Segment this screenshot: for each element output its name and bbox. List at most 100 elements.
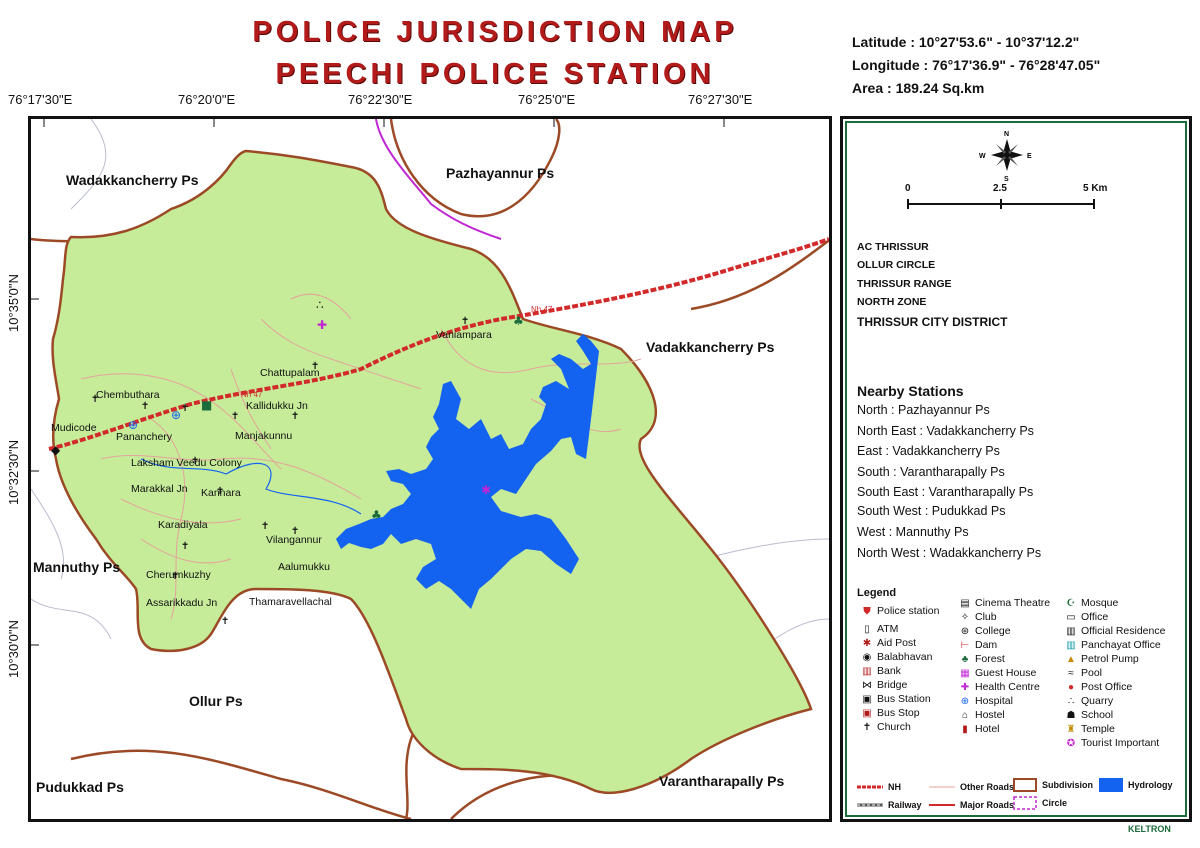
aid-post-icon: ✱: [862, 637, 872, 649]
other-roads: [80, 293, 642, 620]
legend-item: ♜ Temple: [1066, 723, 1115, 735]
nearby-item: South : Varantharapally Ps: [857, 465, 1005, 479]
legend-line: Major Roads: [929, 800, 1014, 810]
reservoir: [336, 334, 599, 609]
legend-line: Hydrology: [1099, 778, 1173, 792]
forest-icon: ♣: [513, 314, 524, 328]
church-icon: ✝: [181, 541, 189, 552]
official-residence-icon: ▥: [1066, 625, 1076, 637]
lon-tick: 76°20'0"E: [178, 92, 236, 107]
panchayat-office-icon: ▥: [1066, 639, 1076, 651]
nearby-item: North : Pazhayannur Ps: [857, 403, 990, 417]
lon-tick: 76°25'0"E: [518, 92, 576, 107]
station-title: PEECHI POLICE STATION: [275, 58, 715, 90]
atm-icon: ▯: [864, 623, 870, 635]
mosque-icon: ☪: [1066, 597, 1076, 609]
legend-line: Circle: [1013, 796, 1067, 810]
legend-item: ◉ Balabhavan: [862, 651, 933, 663]
legend-item: ▥ Panchayat Office: [1066, 639, 1161, 651]
place-label: Karadiyala: [158, 519, 208, 531]
legend-item: ▤ Cinema Theatre: [960, 597, 1051, 609]
church-icon: ✝: [141, 401, 149, 412]
legend-item: ⊛ College: [960, 625, 1011, 637]
scale-label: 5 Km: [1083, 183, 1108, 194]
office-icon: ▭: [1066, 611, 1076, 623]
place-label: Vilangannur: [266, 534, 322, 546]
tourist-icon: ✪: [1066, 737, 1076, 749]
pool-icon: ≈: [1068, 667, 1074, 679]
place-label: Mudicode: [51, 422, 97, 434]
river: [140, 458, 362, 515]
tourist-icon: ✱: [481, 483, 491, 497]
place-label: Marakkal Jn: [131, 483, 188, 495]
place-label: Chembuthara: [96, 389, 160, 401]
map-frame[interactable]: ✝ ✝ ✝ ✝ ✝ ✝ ✝ ✝ ✝ ✝ ✝ ✝ ✝ ✝ ⊕ ⊕ ■ ♣ ♣: [28, 116, 832, 822]
north-arrow-icon: N S W E: [979, 131, 1032, 183]
hospital-icon: ⊕: [960, 695, 970, 707]
legend-item: ⊢ Dam: [960, 639, 998, 651]
legend-item: ✪ Tourist Important: [1066, 737, 1160, 749]
temple-icon: ♜: [1066, 723, 1076, 735]
church-icon: ✝: [461, 316, 469, 327]
quarry-icon: ∴: [1067, 695, 1075, 707]
neighbour-label: Ollur Ps: [189, 693, 243, 709]
legend-item: ▦ Guest House: [960, 667, 1037, 679]
legend-item: ▭ Office: [1066, 611, 1109, 623]
legend-line: Railway: [857, 800, 922, 810]
lon-tick: 76°27'30"E: [688, 92, 753, 107]
post-office-icon: ●: [1067, 681, 1075, 693]
scale-bar: [907, 199, 1095, 209]
church-icon: ✝: [221, 616, 229, 627]
compass-n: N: [1004, 131, 1009, 138]
quarry-icon: ∴: [316, 298, 324, 312]
nearby-item: East : Vadakkancherry Ps: [857, 444, 1000, 458]
compass-s: S: [1004, 176, 1009, 183]
legend-item: ♣ Forest: [959, 653, 1005, 665]
place-label: Cherumkuzhy: [146, 569, 211, 581]
legend-item: ∴ Quarry: [1065, 695, 1113, 707]
longitude-extent: Longitude : 76°17'36.9" - 76°28'47.05": [852, 57, 1101, 73]
compass-e: E: [1027, 153, 1032, 160]
hospital-icon: ⊕: [128, 418, 138, 432]
lat-tick: 10°30'0"N: [6, 620, 21, 678]
legend-item: ▯ ATM: [861, 623, 898, 635]
legend-item: ☪ Mosque: [1066, 597, 1119, 609]
nh-road: [48, 237, 829, 451]
church-icon: ✝: [261, 521, 269, 532]
legend-item: ☗ School: [1066, 709, 1114, 721]
district-text: THRISSUR CITY DISTRICT: [857, 315, 1008, 329]
circle-icon: [1013, 796, 1037, 810]
bank-icon: ▥: [862, 665, 872, 677]
major-roads-icon: [929, 804, 955, 806]
neighbour-label: Vadakkancherry Ps: [646, 339, 775, 355]
college-icon: ⊛: [960, 625, 970, 637]
place-label: Kallidukku Jn: [246, 400, 308, 412]
place-label: Assarikkadu Jn: [146, 597, 218, 609]
cinema-icon: ▤: [960, 597, 970, 609]
other-roads-icon: [929, 786, 955, 788]
keltron-credit: KELTRON: [1128, 824, 1171, 834]
health-centre-icon: ✚: [317, 318, 327, 332]
nearby-item: North East : Vadakkancherry Ps: [857, 424, 1034, 438]
hotel-icon: ▮: [962, 723, 968, 735]
bus-stop-icon: ◆: [51, 443, 61, 457]
place-label: Vaniampara: [436, 329, 492, 341]
bus-station-icon: ▣: [862, 693, 872, 705]
railway-line-icon: [857, 803, 883, 807]
nh-label: Nh 47: [241, 390, 263, 399]
place-label: Chattupalam: [260, 367, 320, 379]
lon-tick: 76°22'30"E: [348, 92, 413, 107]
legend-item: ▮ Hotel: [959, 723, 999, 735]
place-label: Pananchery: [116, 431, 173, 443]
school-icon: ☗: [1066, 709, 1076, 721]
nearby-item: South West : Pudukkad Ps: [857, 504, 1006, 518]
church-icon: ✝: [191, 456, 199, 467]
neighbour-label: Mannuthy Ps: [33, 559, 121, 575]
church-icon: ✝: [91, 394, 99, 405]
legend-item: ▣ Bus Stop: [862, 707, 920, 719]
map-title: POLICE JURISDICTION MAP: [252, 16, 738, 48]
nearby-item: North West : Wadakkancherry Ps: [857, 546, 1042, 560]
legend-item: ⋈ Bridge: [862, 679, 908, 691]
hostel-icon: ⌂: [961, 709, 969, 721]
dam-icon: ⊢: [960, 639, 970, 651]
